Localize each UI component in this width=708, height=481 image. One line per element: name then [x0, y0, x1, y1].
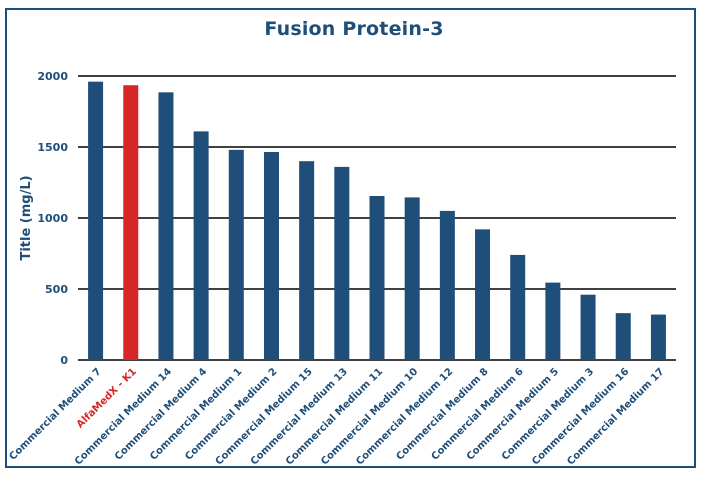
bar [334, 166, 350, 360]
y-axis-label: Title (mg/L) [19, 175, 34, 260]
highlight-bar [123, 85, 139, 360]
bar [88, 81, 104, 361]
bar [193, 131, 209, 360]
chart-frame [5, 8, 696, 468]
bar [580, 294, 596, 360]
bar [545, 282, 561, 360]
bar [299, 161, 315, 360]
y-tick-label: 0 [60, 354, 68, 367]
bar [228, 149, 244, 360]
y-tick-label: 1500 [37, 141, 68, 154]
bar [475, 229, 491, 360]
x-tick-label: AlfaMedX - K1 [75, 366, 139, 430]
bar [510, 254, 526, 360]
bar [650, 314, 666, 360]
chart-title: Fusion Protein-3 [264, 18, 444, 40]
bar [404, 197, 420, 360]
bar [439, 210, 455, 360]
bar [369, 195, 385, 360]
bar [158, 92, 174, 360]
y-tick-label: 500 [45, 283, 68, 296]
bar [615, 313, 631, 360]
bar [263, 151, 279, 360]
y-tick-label: 1000 [37, 212, 68, 225]
y-tick-label: 2000 [37, 70, 68, 83]
